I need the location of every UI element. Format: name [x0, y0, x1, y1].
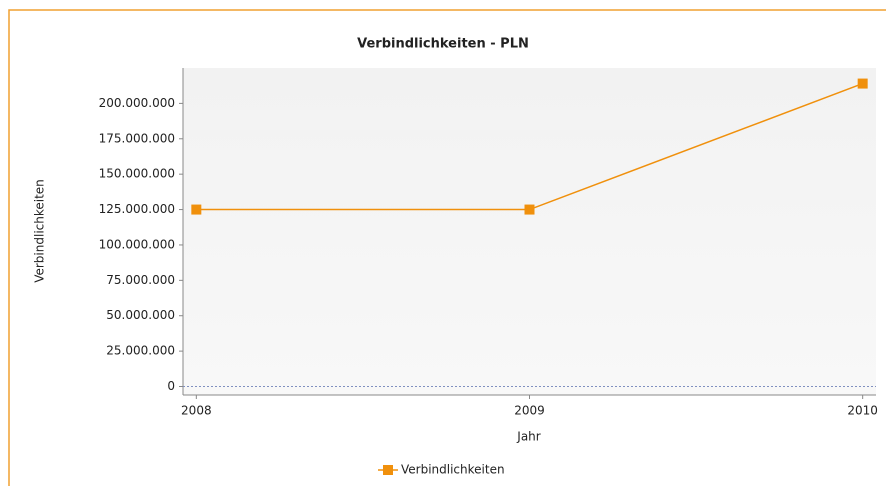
y-axis-label: Verbindlichkeiten [33, 179, 47, 283]
x-tick-label: 2009 [514, 404, 545, 418]
legend-label: Verbindlichkeiten [401, 463, 505, 477]
legend-marker [383, 465, 393, 475]
point [857, 78, 868, 89]
y-tick-label: 125.000.000 [99, 202, 175, 216]
y-tick-label: 0 [167, 379, 175, 393]
y-tick-label: 175.000.000 [99, 131, 175, 145]
x-axis-label: Jahr [516, 430, 540, 444]
y-tick-label: 150.000.000 [99, 167, 175, 181]
chart-title: Verbindlichkeiten - PLN [357, 37, 529, 52]
x-tick-label: 2010 [847, 404, 878, 418]
point [524, 204, 535, 215]
x-tick-label: 2008 [181, 404, 212, 418]
y-tick-label: 25.000.000 [106, 344, 175, 358]
y-tick-label: 50.000.000 [106, 308, 175, 322]
point [191, 204, 202, 215]
y-tick-label: 100.000.000 [99, 237, 175, 251]
y-tick-label: 75.000.000 [106, 273, 175, 287]
y-tick-label: 200.000.000 [99, 96, 175, 110]
